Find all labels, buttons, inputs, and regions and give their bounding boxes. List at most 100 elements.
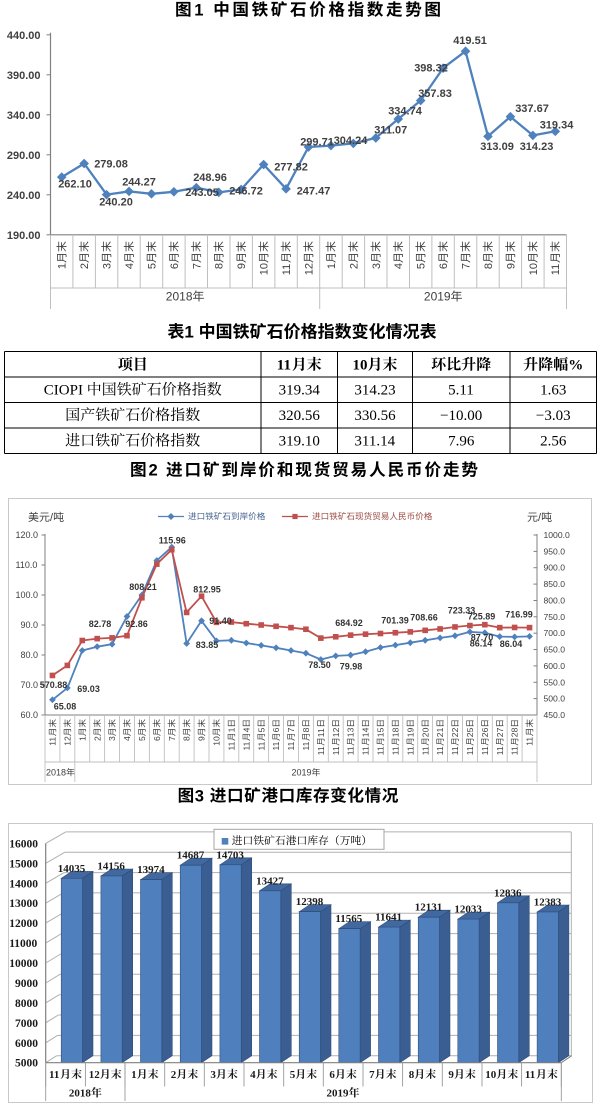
svg-text:390.00: 390.00 <box>7 70 41 82</box>
svg-text:800.0: 800.0 <box>544 596 566 606</box>
svg-text:1: 1 <box>77 736 87 741</box>
svg-text:5: 5 <box>416 263 428 269</box>
svg-text:319.34: 319.34 <box>279 383 321 399</box>
svg-text:2: 2 <box>348 263 360 269</box>
svg-text:92.86: 92.86 <box>125 619 148 629</box>
svg-text:570.88: 570.88 <box>40 680 68 690</box>
svg-text:1: 1 <box>131 1069 137 1081</box>
svg-text:398.32: 398.32 <box>414 63 448 75</box>
svg-text:450.0: 450.0 <box>544 710 566 720</box>
svg-text:650.0: 650.0 <box>544 645 566 655</box>
svg-text:11: 11 <box>510 746 520 755</box>
svg-text:8: 8 <box>301 727 311 732</box>
svg-text:330.56: 330.56 <box>354 408 396 424</box>
svg-text:700.0: 700.0 <box>544 628 566 638</box>
svg-text:14: 14 <box>361 727 371 737</box>
svg-text:808.21: 808.21 <box>129 582 157 592</box>
svg-text:550.0: 550.0 <box>544 677 566 687</box>
svg-text:87.70: 87.70 <box>471 633 494 643</box>
svg-text:6: 6 <box>152 736 162 741</box>
svg-text:8: 8 <box>409 1069 415 1081</box>
svg-text:5.11: 5.11 <box>448 383 474 399</box>
svg-text:70.0: 70.0 <box>21 680 39 690</box>
svg-text:4: 4 <box>241 727 251 732</box>
svg-text:9000: 9000 <box>15 978 38 990</box>
svg-text:21: 21 <box>435 727 445 737</box>
svg-text:1: 1 <box>184 323 193 342</box>
svg-text:600.0: 600.0 <box>544 661 566 671</box>
svg-text:246.72: 246.72 <box>229 186 263 198</box>
svg-text:10: 10 <box>485 1069 497 1081</box>
svg-text:91.40: 91.40 <box>209 616 232 626</box>
svg-text:304.24: 304.24 <box>334 135 369 147</box>
svg-text:240.00: 240.00 <box>7 190 41 202</box>
svg-text:2018: 2018 <box>69 1088 92 1100</box>
svg-text:11: 11 <box>480 746 490 755</box>
svg-text:/: / <box>50 512 54 524</box>
svg-text:12131: 12131 <box>415 902 443 914</box>
svg-text:340.00: 340.00 <box>7 110 41 122</box>
svg-text:28: 28 <box>510 727 520 737</box>
svg-text:11: 11 <box>227 741 237 750</box>
svg-text:357.83: 357.83 <box>418 88 452 100</box>
svg-text:12383: 12383 <box>534 897 562 909</box>
svg-text:−3.03: −3.03 <box>536 408 571 424</box>
svg-text:12836: 12836 <box>494 887 522 899</box>
svg-text:7: 7 <box>167 736 177 741</box>
svg-text:11: 11 <box>435 746 445 755</box>
svg-text:19: 19 <box>405 727 415 737</box>
svg-text:701.39: 701.39 <box>381 616 409 626</box>
svg-text:2019: 2019 <box>424 290 451 304</box>
svg-text:69.03: 69.03 <box>77 684 100 694</box>
svg-text:500.0: 500.0 <box>544 694 566 704</box>
svg-text:1.63: 1.63 <box>540 383 566 399</box>
svg-text:9: 9 <box>505 263 517 269</box>
svg-text:11: 11 <box>281 264 293 275</box>
svg-text:7.96: 7.96 <box>448 434 475 450</box>
svg-text:11: 11 <box>525 1069 535 1081</box>
svg-text:6000: 6000 <box>15 1038 38 1050</box>
svg-text:4: 4 <box>124 263 136 269</box>
svg-text:11: 11 <box>346 746 356 755</box>
svg-text:3: 3 <box>210 1069 216 1081</box>
svg-text:10000: 10000 <box>9 958 38 970</box>
svg-text:5: 5 <box>256 727 266 732</box>
svg-text:2: 2 <box>79 263 91 269</box>
svg-text:5: 5 <box>146 263 158 269</box>
svg-text:440.00: 440.00 <box>7 30 41 42</box>
svg-text:18: 18 <box>391 727 401 737</box>
svg-text:11: 11 <box>49 1069 59 1081</box>
svg-text:5: 5 <box>290 1069 296 1081</box>
svg-text:11000: 11000 <box>9 938 37 950</box>
svg-text:240.20: 240.20 <box>99 197 133 209</box>
svg-text:262.10: 262.10 <box>58 179 92 191</box>
svg-text:13427: 13427 <box>256 875 284 887</box>
svg-text:1000.0: 1000.0 <box>544 530 571 540</box>
svg-text:3: 3 <box>107 736 117 741</box>
svg-text:14035: 14035 <box>58 863 86 875</box>
svg-text:334.74: 334.74 <box>388 105 423 117</box>
svg-text:419.51: 419.51 <box>453 35 487 47</box>
svg-text:7000: 7000 <box>15 1018 38 1030</box>
svg-text:299.71: 299.71 <box>300 137 334 149</box>
svg-text:60.0: 60.0 <box>21 710 39 720</box>
svg-text:314.23: 314.23 <box>354 383 395 399</box>
svg-text:13000: 13000 <box>9 898 38 910</box>
svg-text:86.04: 86.04 <box>500 639 523 649</box>
svg-text:12033: 12033 <box>454 904 482 916</box>
svg-text:11: 11 <box>256 741 266 750</box>
svg-text:3: 3 <box>102 263 114 269</box>
svg-text:20: 20 <box>420 727 430 737</box>
svg-text:319.34: 319.34 <box>540 120 575 132</box>
svg-text:79.98: 79.98 <box>340 662 363 672</box>
svg-text:1: 1 <box>326 263 338 269</box>
svg-text:6: 6 <box>169 263 181 269</box>
svg-text:1: 1 <box>227 727 237 732</box>
svg-text:22: 22 <box>450 727 460 737</box>
svg-text:1: 1 <box>194 0 206 19</box>
svg-text:%: % <box>568 358 583 374</box>
svg-text:12: 12 <box>63 736 73 746</box>
svg-text:7: 7 <box>191 263 203 269</box>
svg-text:14687: 14687 <box>177 850 205 862</box>
svg-text:337.67: 337.67 <box>515 103 549 115</box>
